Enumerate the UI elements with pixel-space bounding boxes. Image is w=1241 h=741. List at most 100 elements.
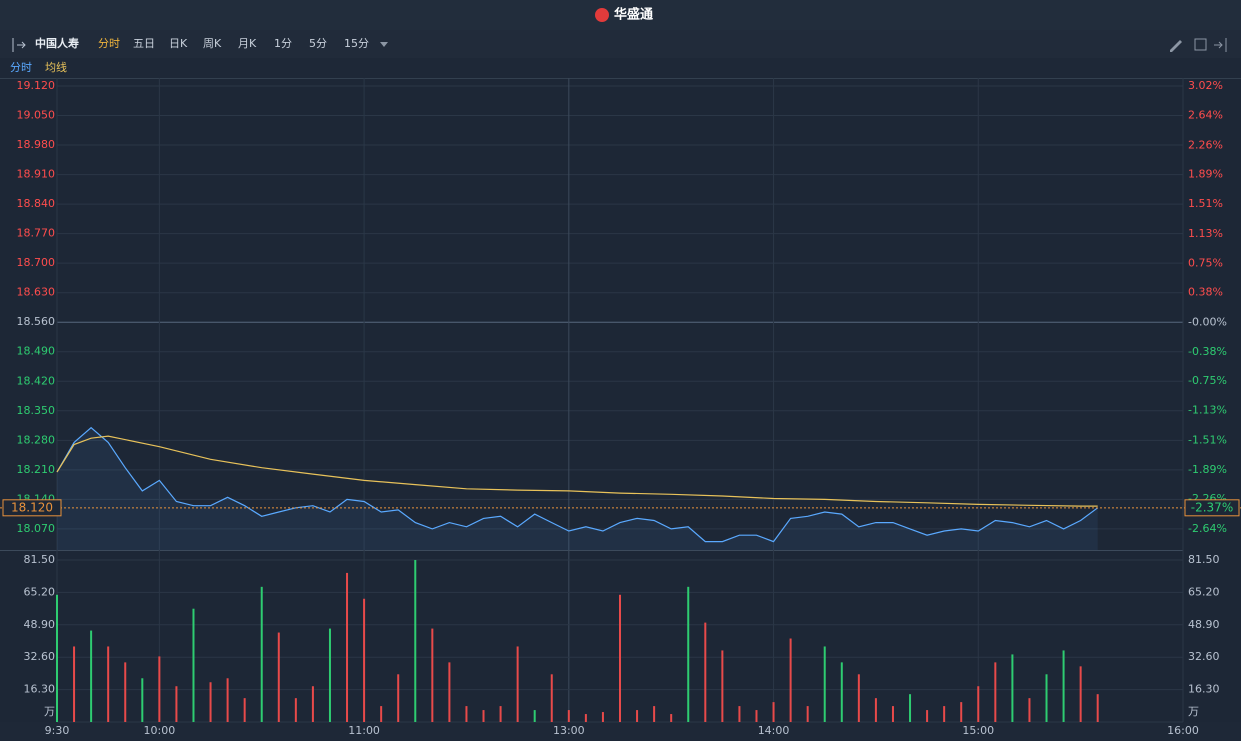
volume-bar [601, 712, 604, 722]
price-tag [2, 499, 62, 517]
y2-tick-label: 65.20 [1188, 585, 1220, 598]
volume-bar [772, 702, 775, 722]
y-tick-label: 19.120 [17, 79, 56, 92]
volume-bar [977, 686, 980, 722]
logo-icon [595, 8, 609, 22]
y-tick-label: 48.90 [24, 618, 56, 631]
tab[interactable]: 分时 [98, 37, 120, 50]
y-tick-label: 18.700 [17, 256, 56, 269]
volume-bar [226, 678, 229, 722]
y2-tick-label: -1.13% [1188, 404, 1227, 417]
volume-bar [243, 698, 246, 722]
logo: 华盛通 [614, 7, 653, 23]
y2-tick-label: 81.50 [1188, 553, 1220, 566]
fullscreen-icon[interactable] [1194, 38, 1207, 51]
volume-bar [431, 628, 434, 722]
y2-tick-label: 0.38% [1188, 286, 1223, 299]
volume-bar [397, 674, 400, 722]
y2-tick-label: 万 [1188, 705, 1199, 718]
tab[interactable]: 15分 [344, 37, 369, 50]
y2-tick-label: 3.02% [1188, 79, 1223, 92]
y2-tick-label: 16.30 [1188, 683, 1220, 696]
y2-tick-label: -2.64% [1188, 522, 1227, 535]
volume-bar [874, 698, 877, 722]
y2-tick-label: -0.00% [1188, 315, 1227, 328]
volume-bar [346, 572, 349, 722]
volume-bar [499, 706, 502, 722]
volume-bar [294, 698, 297, 722]
volume-bar [840, 662, 843, 722]
volume-bar [124, 662, 127, 722]
y-tick-label: 18.280 [17, 433, 56, 446]
volume-bar [141, 678, 144, 722]
volume-bar [636, 710, 639, 722]
volume-bar [1096, 694, 1099, 722]
volume-bar [1079, 666, 1082, 722]
change-tag-label: -2.37% [1191, 500, 1233, 514]
y2-tick-label: -0.75% [1188, 374, 1227, 387]
change-tag [1184, 499, 1240, 517]
volume-bar [465, 706, 468, 722]
y-tick-label: 16.30 [24, 683, 56, 696]
volume-bar [56, 594, 58, 722]
volume-bar [789, 638, 792, 722]
volume-bar [482, 710, 485, 722]
x-tick-label: 13:00 [553, 724, 585, 737]
volume-bar [209, 682, 212, 722]
y2-tick-label: -0.38% [1188, 345, 1227, 358]
volume-bar [448, 662, 451, 722]
tab[interactable]: 周K [203, 37, 222, 50]
y-tick-label: 18.420 [17, 374, 56, 387]
y2-tick-label: 2.64% [1188, 109, 1223, 122]
volume-bar [73, 646, 76, 722]
y-tick-label: 18.840 [17, 197, 56, 210]
tab[interactable]: 1分 [274, 37, 292, 50]
volume-bar [721, 650, 724, 722]
x-tick-label: 15:00 [962, 724, 994, 737]
tab[interactable]: 5分 [309, 37, 327, 50]
tab[interactable]: 日K [169, 37, 188, 50]
volume-bar [380, 706, 383, 722]
y-tick-label: 18.770 [17, 227, 56, 240]
volume-bar [90, 630, 93, 722]
volume-bar [277, 632, 280, 722]
x-tick-label: 9:30 [45, 724, 70, 737]
y-tick-label: 32.60 [24, 650, 56, 663]
volume-bar [670, 714, 673, 722]
y2-tick-label: -1.89% [1188, 463, 1227, 476]
x-tick-label: 14:00 [758, 724, 790, 737]
expand-icon[interactable] [1214, 38, 1227, 52]
dropdown-arrow[interactable] [380, 42, 388, 47]
volume-bar [960, 702, 963, 722]
tab[interactable]: 月K [238, 37, 257, 50]
volume-bar [550, 674, 553, 722]
volume-bar [567, 710, 570, 722]
volume-bar [516, 646, 519, 722]
y-tick-label: 18.350 [17, 404, 56, 417]
volume-bar [755, 710, 758, 722]
volume-bar [1045, 674, 1048, 722]
volume-bar [414, 560, 417, 722]
volume-bar [328, 628, 331, 722]
volume-bar [857, 674, 860, 722]
y-tick-label: 18.070 [17, 522, 56, 535]
y-tick-label: 18.630 [17, 286, 56, 299]
title-bar [0, 0, 1241, 30]
y-tick-label: 18.910 [17, 168, 56, 181]
edit-icon[interactable] [1170, 40, 1182, 52]
x-tick-label: 10:00 [144, 724, 176, 737]
volume-bar [704, 622, 707, 722]
collapse-icon[interactable] [12, 38, 26, 52]
y-tick-label: 18.980 [17, 138, 56, 151]
y-tick-label: 81.50 [24, 553, 56, 566]
legend-entry: 均线 [45, 60, 67, 74]
y2-tick-label: 2.26% [1188, 138, 1223, 151]
volume-bar [158, 656, 161, 722]
tab[interactable]: 五日 [133, 37, 155, 50]
area [57, 427, 1098, 550]
volume-bar [653, 706, 656, 722]
y-tick-label: 18.210 [17, 463, 56, 476]
volume-bar [260, 586, 263, 722]
volume-bar [175, 686, 178, 722]
